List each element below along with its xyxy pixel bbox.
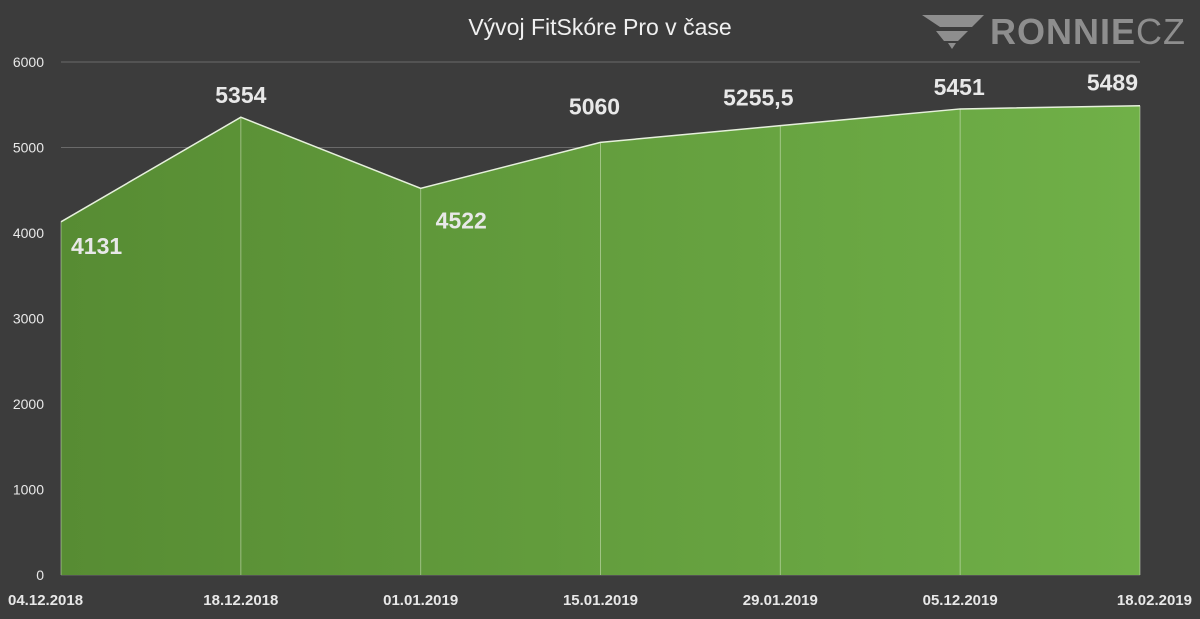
x-tick-label: 05.12.2019 bbox=[923, 592, 998, 609]
data-label: 5060 bbox=[569, 93, 620, 119]
data-label: 5255,5 bbox=[723, 85, 794, 111]
leader-lines bbox=[60, 105, 1141, 575]
y-tick-label: 2000 bbox=[13, 396, 44, 412]
x-axis: 04.12.2018 18.12.2018 01.01.2019 15.01.2019… bbox=[8, 592, 1192, 609]
y-axis: 0 1000 2000 3000 4000 5000 6000 bbox=[13, 54, 44, 583]
y-tick-label: 6000 bbox=[13, 54, 44, 70]
data-label: 5451 bbox=[934, 74, 985, 100]
series-line bbox=[60, 104, 1141, 223]
data-label: 4131 bbox=[71, 233, 122, 259]
y-tick-label: 3000 bbox=[13, 311, 44, 327]
x-tick-label: 29.01.2019 bbox=[743, 592, 818, 609]
y-tick-label: 5000 bbox=[13, 140, 44, 156]
y-tick-label: 0 bbox=[36, 567, 44, 583]
y-tick-label: 4000 bbox=[13, 225, 44, 241]
brand-logo: RONNIECZ bbox=[921, 11, 1186, 52]
data-labels: 4131 5354 4522 5060 5255,5 5451 5489 bbox=[71, 70, 1138, 259]
logo-chevron-icon bbox=[921, 15, 984, 49]
data-label: 5354 bbox=[215, 82, 266, 108]
x-tick-label: 04.12.2018 bbox=[8, 592, 83, 609]
x-tick-label: 18.12.2018 bbox=[203, 592, 278, 609]
area-fill bbox=[61, 105, 1140, 576]
chart-title: Vývoj FitSkóre Pro v čase bbox=[468, 14, 732, 40]
x-tick-label: 15.01.2019 bbox=[563, 592, 638, 609]
x-tick-label: 01.01.2019 bbox=[383, 592, 458, 609]
series-area bbox=[60, 104, 1141, 576]
logo-text: RONNIECZ bbox=[989, 11, 1186, 52]
data-label: 5489 bbox=[1087, 70, 1138, 96]
data-label: 4522 bbox=[436, 207, 487, 233]
y-tick-label: 1000 bbox=[13, 482, 44, 498]
x-tick-label: 18.02.2019 bbox=[1117, 592, 1192, 609]
